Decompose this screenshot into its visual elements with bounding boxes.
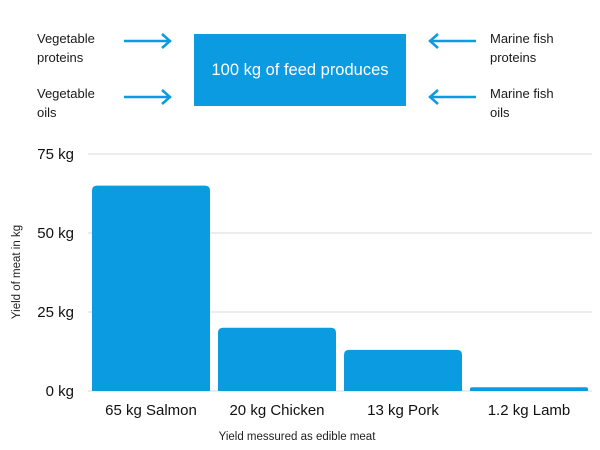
y-tick-label: 75 kg xyxy=(37,146,74,163)
y-tick-label: 50 kg xyxy=(37,225,74,242)
input-label-marine-fish-oils: Marine fish oils xyxy=(490,84,600,122)
x-tick-label: 20 kg Chicken xyxy=(229,402,324,419)
input-text-marine-fish-oils: Marine fish oils xyxy=(490,86,554,120)
feed-produces-text: 100 kg of feed produces xyxy=(211,60,389,79)
arrow-left-icon xyxy=(428,33,476,49)
x-tick-label: 1.2 kg Lamb xyxy=(488,402,571,419)
x-tick-label: 65 kg Salmon xyxy=(105,402,197,419)
bar xyxy=(218,327,336,391)
y-tick-label: 25 kg xyxy=(37,304,74,321)
y-tick-label: 0 kg xyxy=(46,383,74,400)
arrow-left-icon xyxy=(428,89,476,105)
bar xyxy=(344,349,462,391)
y-axis-ticks: 0 kg 25 kg 50 kg 75 kg xyxy=(37,146,74,400)
input-text-marine-fish-proteins: Marine fish proteins xyxy=(490,31,554,65)
input-text-vegetable-oils: Vegetable oils xyxy=(37,86,95,120)
chart-bars xyxy=(92,185,588,391)
input-label-marine-fish-proteins: Marine fish proteins xyxy=(490,29,600,67)
bar xyxy=(92,185,210,391)
x-axis-ticks: 65 kg Salmon 20 kg Chicken 13 kg Pork 1.2 k… xyxy=(105,402,570,419)
feed-produces-box: 100 kg of feed produces xyxy=(194,34,406,106)
input-label-vegetable-proteins: Vegetable proteins xyxy=(37,29,147,67)
input-label-vegetable-oils: Vegetable oils xyxy=(37,84,147,122)
input-text-vegetable-proteins: Vegetable proteins xyxy=(37,31,95,65)
arrow-right-icon xyxy=(124,89,172,105)
y-axis-label: Yield of meat in kg xyxy=(11,225,23,319)
x-axis-label: Yield messured as edible meat xyxy=(219,431,377,443)
arrow-right-icon xyxy=(124,33,172,49)
x-tick-label: 13 kg Pork xyxy=(367,402,439,419)
bar xyxy=(470,387,588,391)
